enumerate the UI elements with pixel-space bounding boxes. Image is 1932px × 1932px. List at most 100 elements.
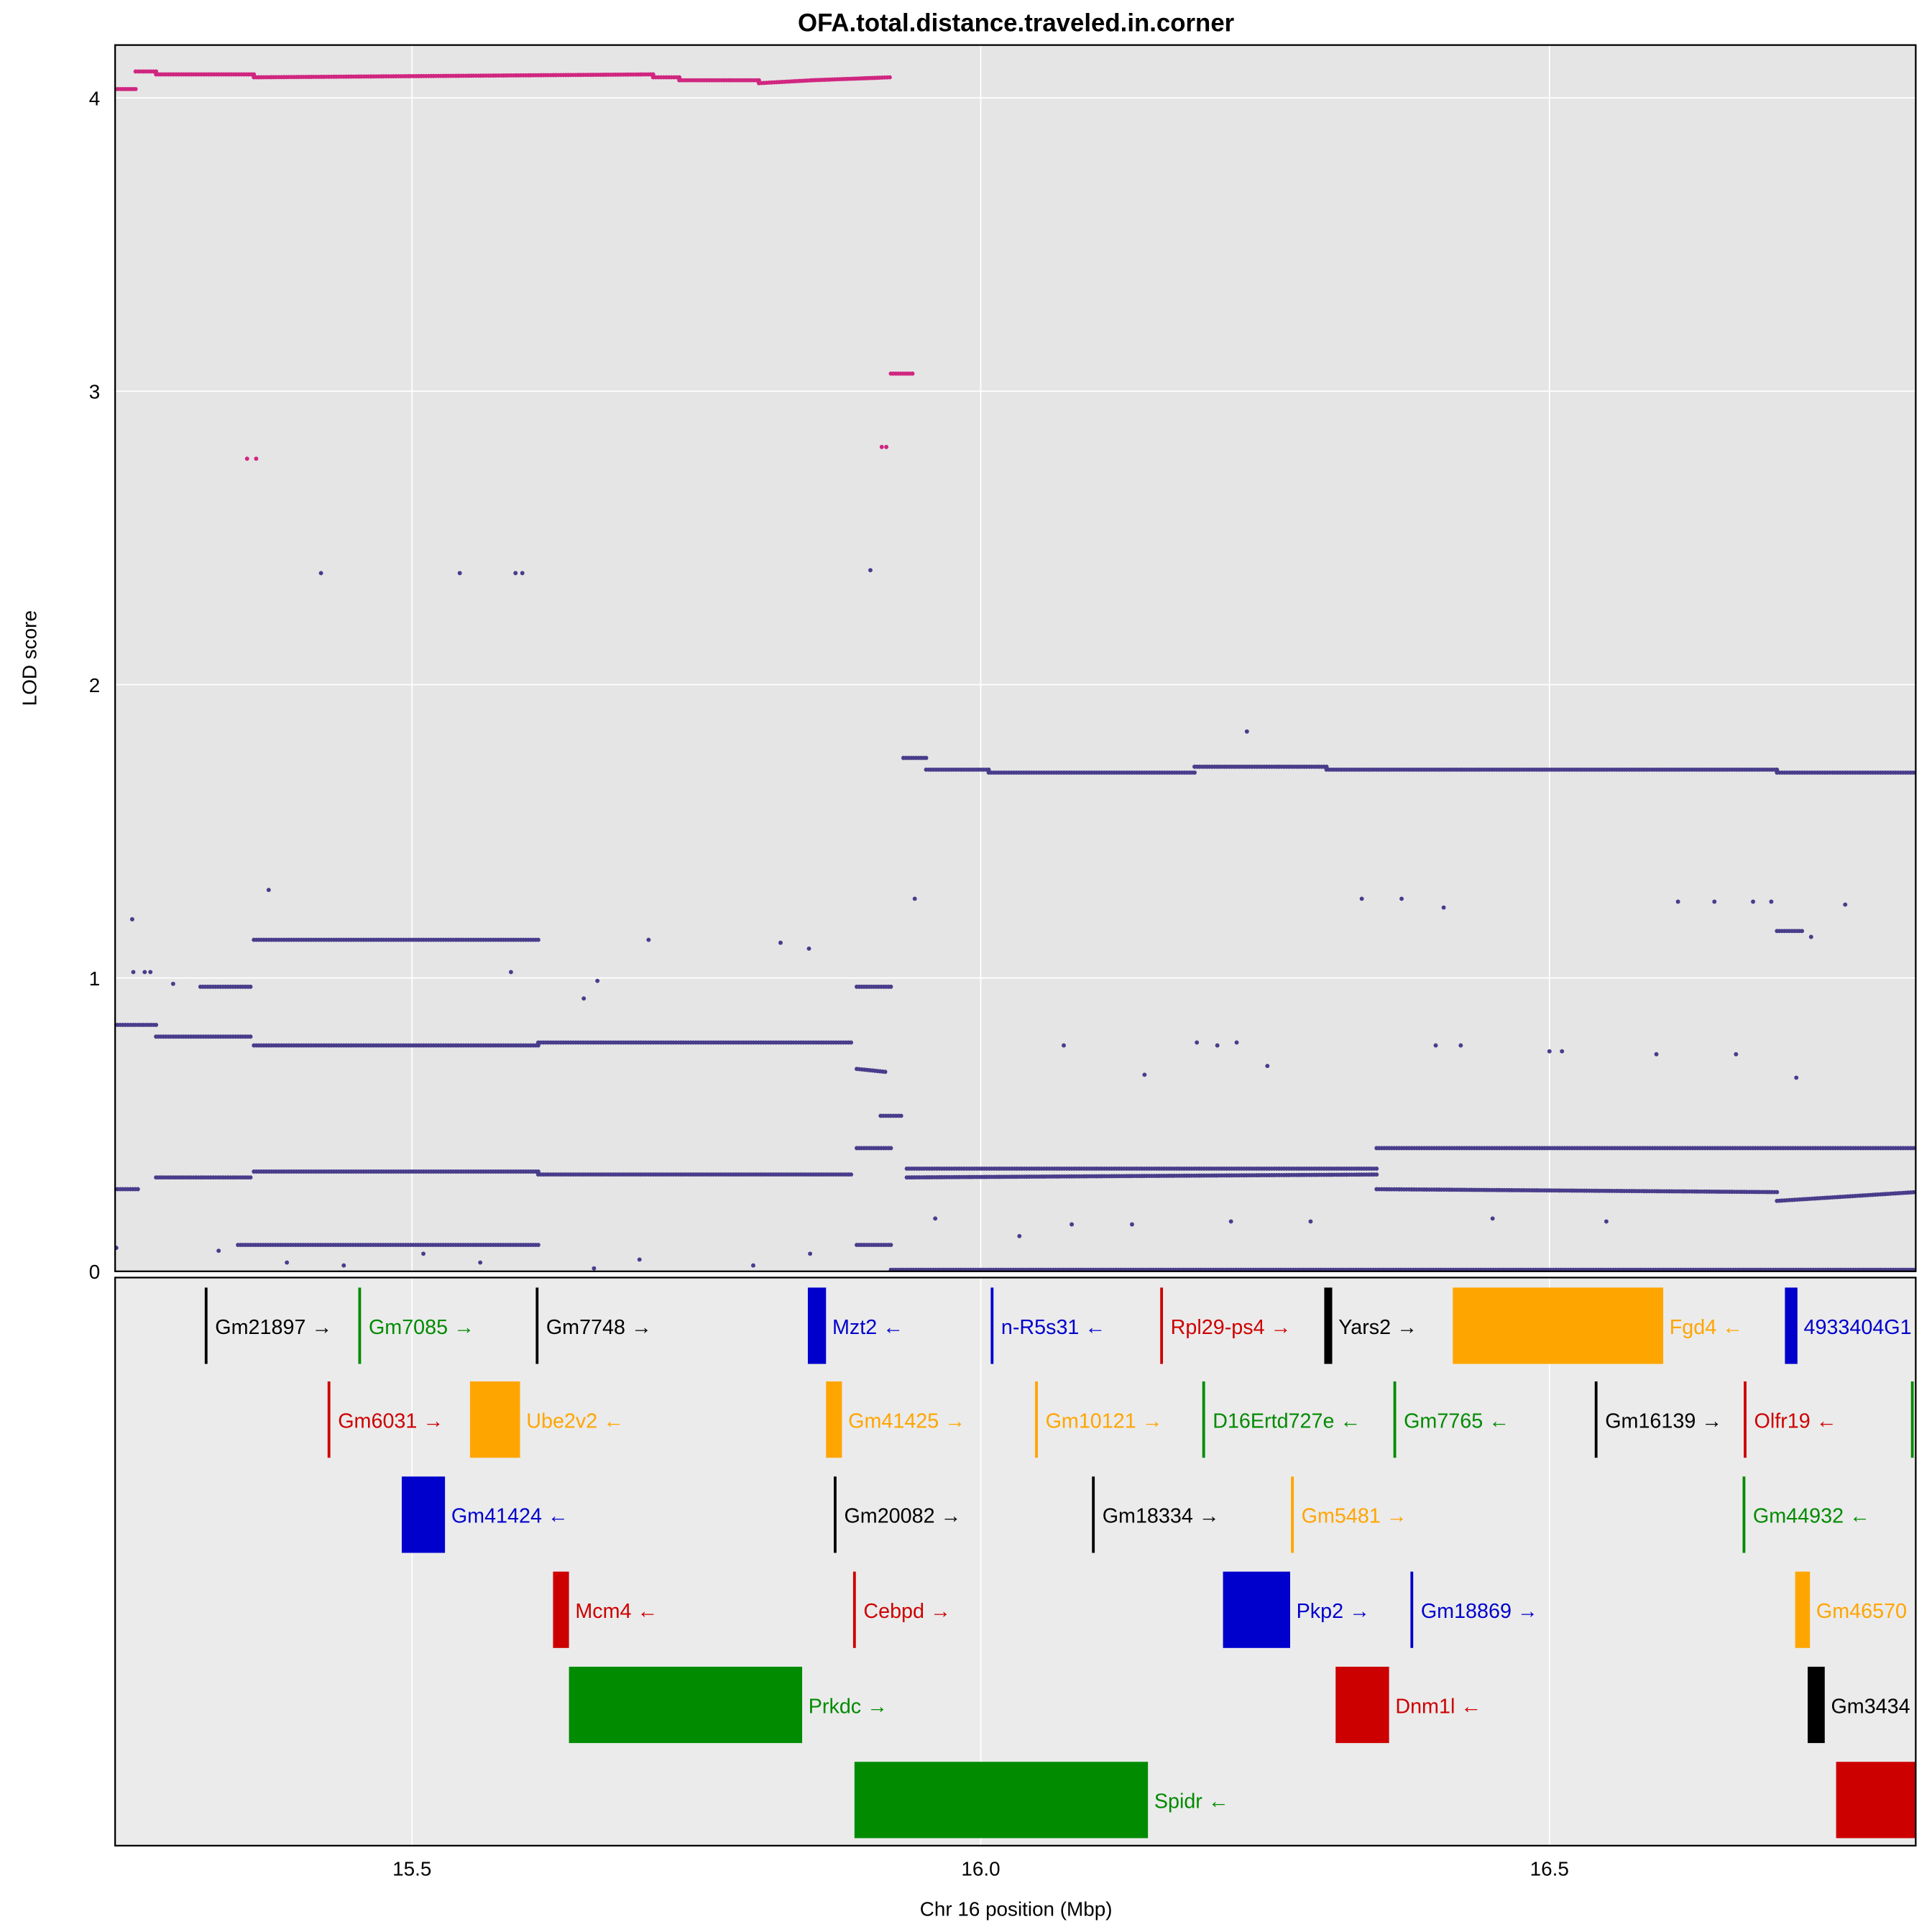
- other-snps-point: [1215, 1043, 1220, 1048]
- gene-label: Prkdc →: [809, 1695, 888, 1718]
- gene-bar: [1410, 1571, 1414, 1648]
- gene-label: Gm41424 ←: [451, 1505, 569, 1528]
- gene-bar: [1910, 1381, 1914, 1458]
- other-snps-point: [1228, 1219, 1233, 1224]
- other-snps-point: [266, 888, 271, 893]
- top-snps-point: [244, 456, 249, 461]
- y-tick-label: 1: [89, 967, 101, 990]
- gene-label: Gm3434: [1831, 1695, 1910, 1718]
- chart-title: OFA.total.distance.traveled.in.corner: [798, 9, 1235, 37]
- gene-label: Gm18869 →: [1421, 1600, 1538, 1623]
- other-snps-point: [868, 568, 873, 573]
- gene-bar: [1160, 1287, 1164, 1364]
- top-snps-point: [650, 72, 656, 77]
- top-snps-point: [879, 444, 884, 449]
- gene-label: Gm7085 →: [369, 1316, 474, 1339]
- lod-panel: [115, 45, 1916, 1271]
- other-snps-point: [1374, 1166, 1379, 1171]
- other-snps-point: [129, 917, 134, 921]
- other-snps-point: [849, 1040, 854, 1045]
- other-snps-point: [1142, 1072, 1147, 1077]
- other-snps-point: [115, 1246, 119, 1251]
- other-snps-point: [1654, 1052, 1659, 1057]
- gene-bar: [1393, 1381, 1397, 1458]
- other-snps-point: [1712, 899, 1717, 904]
- gene-label: D16Ertd727e ←: [1213, 1409, 1361, 1432]
- gene-label: Olfr19 ←: [1754, 1409, 1837, 1432]
- other-snps-point: [1490, 1216, 1495, 1221]
- gene-bar: [1742, 1476, 1746, 1553]
- top-snps-point: [887, 75, 892, 80]
- gene-label: Gm5481 →: [1302, 1505, 1407, 1528]
- gene-bar: [535, 1287, 539, 1364]
- other-snps-point: [1433, 1043, 1438, 1048]
- gene-bar: [990, 1287, 994, 1364]
- y-tick-label: 2: [89, 674, 101, 696]
- other-snps-point: [1265, 1064, 1270, 1069]
- gene-label: Gm6031 →: [338, 1409, 443, 1432]
- other-snps-point: [1734, 1052, 1739, 1057]
- other-snps-point: [1070, 1222, 1075, 1227]
- gene-bar: [569, 1666, 803, 1744]
- gene-label: 4933404G1: [1803, 1316, 1911, 1339]
- gene-label: Gm46570: [1816, 1600, 1907, 1623]
- gene-label: Gm20082 →: [844, 1505, 961, 1528]
- gene-bar: [204, 1287, 208, 1364]
- gene-label: Gm10121 →: [1046, 1409, 1163, 1432]
- top-snps-point: [884, 444, 889, 449]
- other-snps-point: [216, 1248, 221, 1254]
- other-snps-point: [535, 937, 540, 942]
- y-axis-label: LOD score: [18, 610, 40, 706]
- gene-bar: [1291, 1476, 1294, 1553]
- gene-label: Ube2v2 ←: [526, 1409, 624, 1432]
- x-tick-label: 16.5: [1530, 1858, 1569, 1880]
- gene-bar: [1594, 1381, 1598, 1458]
- other-snps-point: [1399, 896, 1404, 901]
- gene-label: Dnm1l ←: [1395, 1695, 1481, 1718]
- gene-bar: [1335, 1666, 1389, 1744]
- other-snps-point: [1604, 1219, 1609, 1224]
- gene-bar: [807, 1287, 827, 1364]
- other-snps-point: [1769, 899, 1774, 904]
- gene-label: Gm16139 →: [1605, 1409, 1722, 1432]
- other-snps-point: [1441, 905, 1446, 910]
- top-snps-point: [677, 75, 682, 80]
- gene-label: Gm21897 →: [215, 1316, 332, 1339]
- other-snps-point: [478, 1260, 483, 1265]
- other-snps-point: [508, 970, 513, 975]
- gene-panel: [115, 1277, 1916, 1846]
- other-snps-point: [1800, 929, 1805, 934]
- gene-bar: [469, 1381, 520, 1458]
- gene-label: Spidr ←: [1154, 1790, 1229, 1813]
- other-snps-point: [1324, 764, 1329, 769]
- other-snps-point: [535, 1243, 540, 1248]
- other-snps-point: [849, 1172, 854, 1177]
- other-snps-point: [1808, 934, 1813, 939]
- other-snps-point: [170, 981, 175, 986]
- y-tick-label: 4: [89, 88, 101, 110]
- other-snps-point: [595, 978, 600, 983]
- gene-label: Gm44932 ←: [1753, 1505, 1870, 1528]
- gene-label: Gm7765 ←: [1404, 1409, 1509, 1432]
- other-snps-point: [1192, 770, 1197, 775]
- gene-bar: [358, 1287, 362, 1364]
- other-snps-point: [341, 1263, 346, 1268]
- gene-bar: [1453, 1287, 1664, 1364]
- other-snps-point: [513, 571, 518, 576]
- gene-bar: [401, 1476, 446, 1553]
- other-snps-point: [248, 1175, 253, 1180]
- y-tick-label: 3: [89, 381, 101, 403]
- gene-bar: [1836, 1762, 1916, 1839]
- gene-label: Mzt2 ←: [832, 1316, 903, 1339]
- lod-panel-border: [114, 44, 1917, 1272]
- other-snps-point: [1234, 1040, 1239, 1045]
- gene-label: Yars2 →: [1338, 1316, 1417, 1339]
- x-tick-label: 16.0: [961, 1858, 1000, 1880]
- top-snps-point: [154, 69, 159, 74]
- other-snps-point: [1195, 1040, 1200, 1045]
- grid-lines: [115, 45, 1916, 1846]
- other-snps-point: [421, 1251, 426, 1256]
- gene-bar: [327, 1381, 331, 1458]
- top-snps-point: [756, 78, 761, 83]
